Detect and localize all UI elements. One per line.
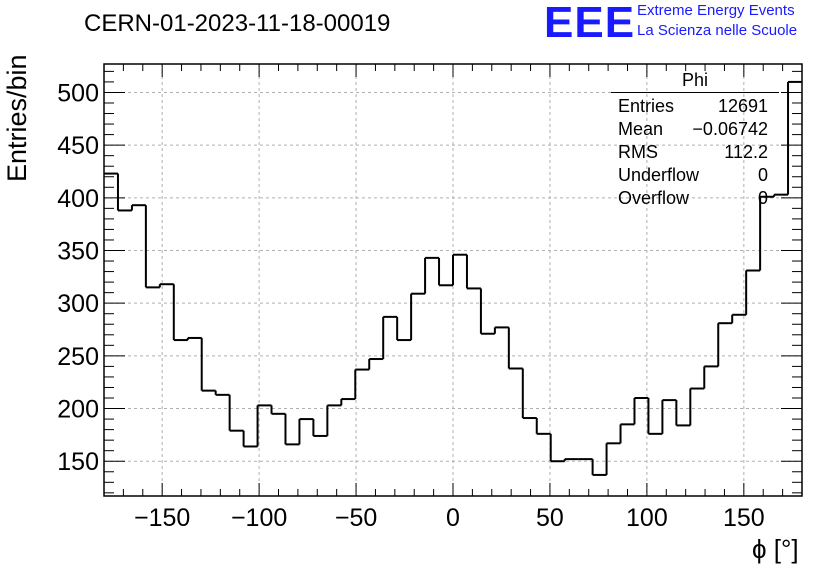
y-axis-label: Entries/bin — [2, 54, 32, 182]
y-tick-label: 350 — [57, 237, 99, 265]
stats-value: 112.2 — [724, 142, 768, 162]
x-tick-label: −150 — [134, 504, 190, 532]
y-tick-label: 200 — [57, 396, 99, 424]
stats-row-underflow: Underflow 0 — [611, 164, 779, 187]
y-tick-label: 500 — [57, 79, 99, 107]
x-tick-label: −100 — [231, 504, 287, 532]
stats-row-mean: Mean −0.06742 — [611, 118, 779, 141]
x-tick-label: 50 — [536, 504, 564, 532]
stats-value: 0 — [757, 188, 768, 208]
logo-line-1: Extreme Energy Events — [637, 2, 795, 19]
stats-value: 0 — [757, 165, 768, 185]
x-tick-label: −50 — [335, 504, 377, 532]
stats-row-entries: Entries 12691 — [611, 95, 779, 118]
stats-label: Entries — [618, 96, 675, 116]
stats-label: Overflow — [618, 188, 690, 208]
stats-box: Phi Entries 12691 Mean −0.06742 RMS 112.… — [611, 70, 779, 210]
logo-line-2: La Scienza nelle Scuole — [637, 22, 798, 39]
y-tick-label: 450 — [57, 132, 99, 160]
stats-value: 12691 — [717, 96, 768, 116]
y-tick-label: 400 — [57, 185, 99, 213]
x-tick-label: 0 — [446, 504, 460, 532]
chart-title: CERN-01-2023-11-18-00019 — [84, 10, 391, 37]
stats-row-overflow: Overflow 0 — [611, 187, 779, 210]
eee-logo: EEE — [544, 0, 636, 47]
y-tick-label: 250 — [57, 343, 99, 371]
x-tick-label: 150 — [723, 504, 765, 532]
y-tick-label: 150 — [57, 448, 99, 476]
stats-row-rms: RMS 112.2 — [611, 141, 779, 164]
stats-label: RMS — [618, 142, 658, 162]
stats-label: Underflow — [618, 165, 700, 185]
stats-label: Mean — [618, 119, 664, 139]
stats-value: −0.06742 — [692, 119, 768, 139]
stats-title: Phi — [611, 70, 779, 93]
x-axis-label: ϕ [°] — [752, 534, 799, 564]
x-tick-label: 100 — [626, 504, 668, 532]
y-tick-label: 300 — [57, 290, 99, 318]
